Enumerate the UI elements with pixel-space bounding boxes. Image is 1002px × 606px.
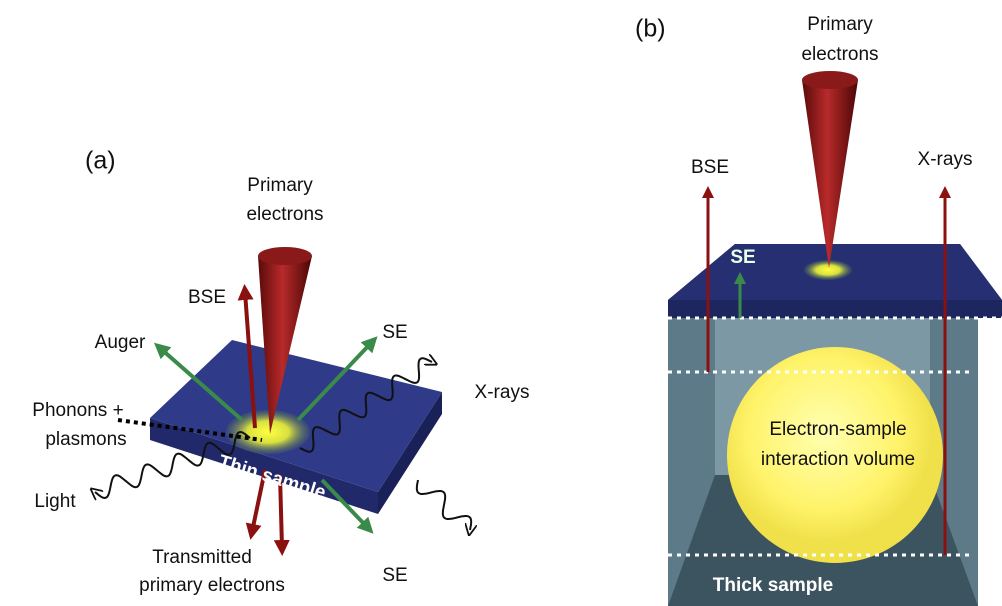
label: SE	[730, 247, 755, 268]
beam-top	[802, 71, 858, 89]
label: BSE	[188, 287, 226, 308]
label: BSE	[691, 157, 729, 178]
photon-wave	[417, 480, 471, 530]
label: Transmitted	[152, 547, 252, 568]
label: electrons	[246, 204, 323, 225]
panel-b: (b) Primary electrons BSE X-rays SE Elec…	[635, 14, 1002, 606]
label: electrons	[801, 44, 878, 65]
beam-spot	[804, 260, 852, 280]
label: Phonons +	[32, 400, 123, 421]
depth-label: Maximum escape depth	[980, 351, 1001, 565]
label: SE	[382, 322, 407, 343]
panel-label: (a)	[85, 147, 116, 175]
label: Primary	[807, 14, 873, 35]
label: interaction volume	[761, 449, 915, 470]
sample-label: Thick sample	[713, 575, 833, 596]
label: Primary	[247, 175, 313, 196]
label: Light	[34, 491, 76, 512]
label: X-rays	[475, 382, 530, 403]
label: plasmons	[45, 429, 126, 450]
label: SE	[382, 565, 407, 586]
label: Electron-sample	[769, 419, 906, 440]
label: Auger	[95, 332, 146, 353]
figure: (a) Primary electrons BSE Auger SE Phono…	[0, 0, 1002, 606]
panel-a: (a) Primary electrons BSE Auger SE Phono…	[32, 147, 529, 596]
label: primary electrons	[139, 575, 285, 596]
beam-top	[258, 247, 312, 265]
label: X-rays	[918, 149, 973, 170]
panel-label: (b)	[635, 15, 666, 43]
beam-cone	[802, 80, 858, 268]
